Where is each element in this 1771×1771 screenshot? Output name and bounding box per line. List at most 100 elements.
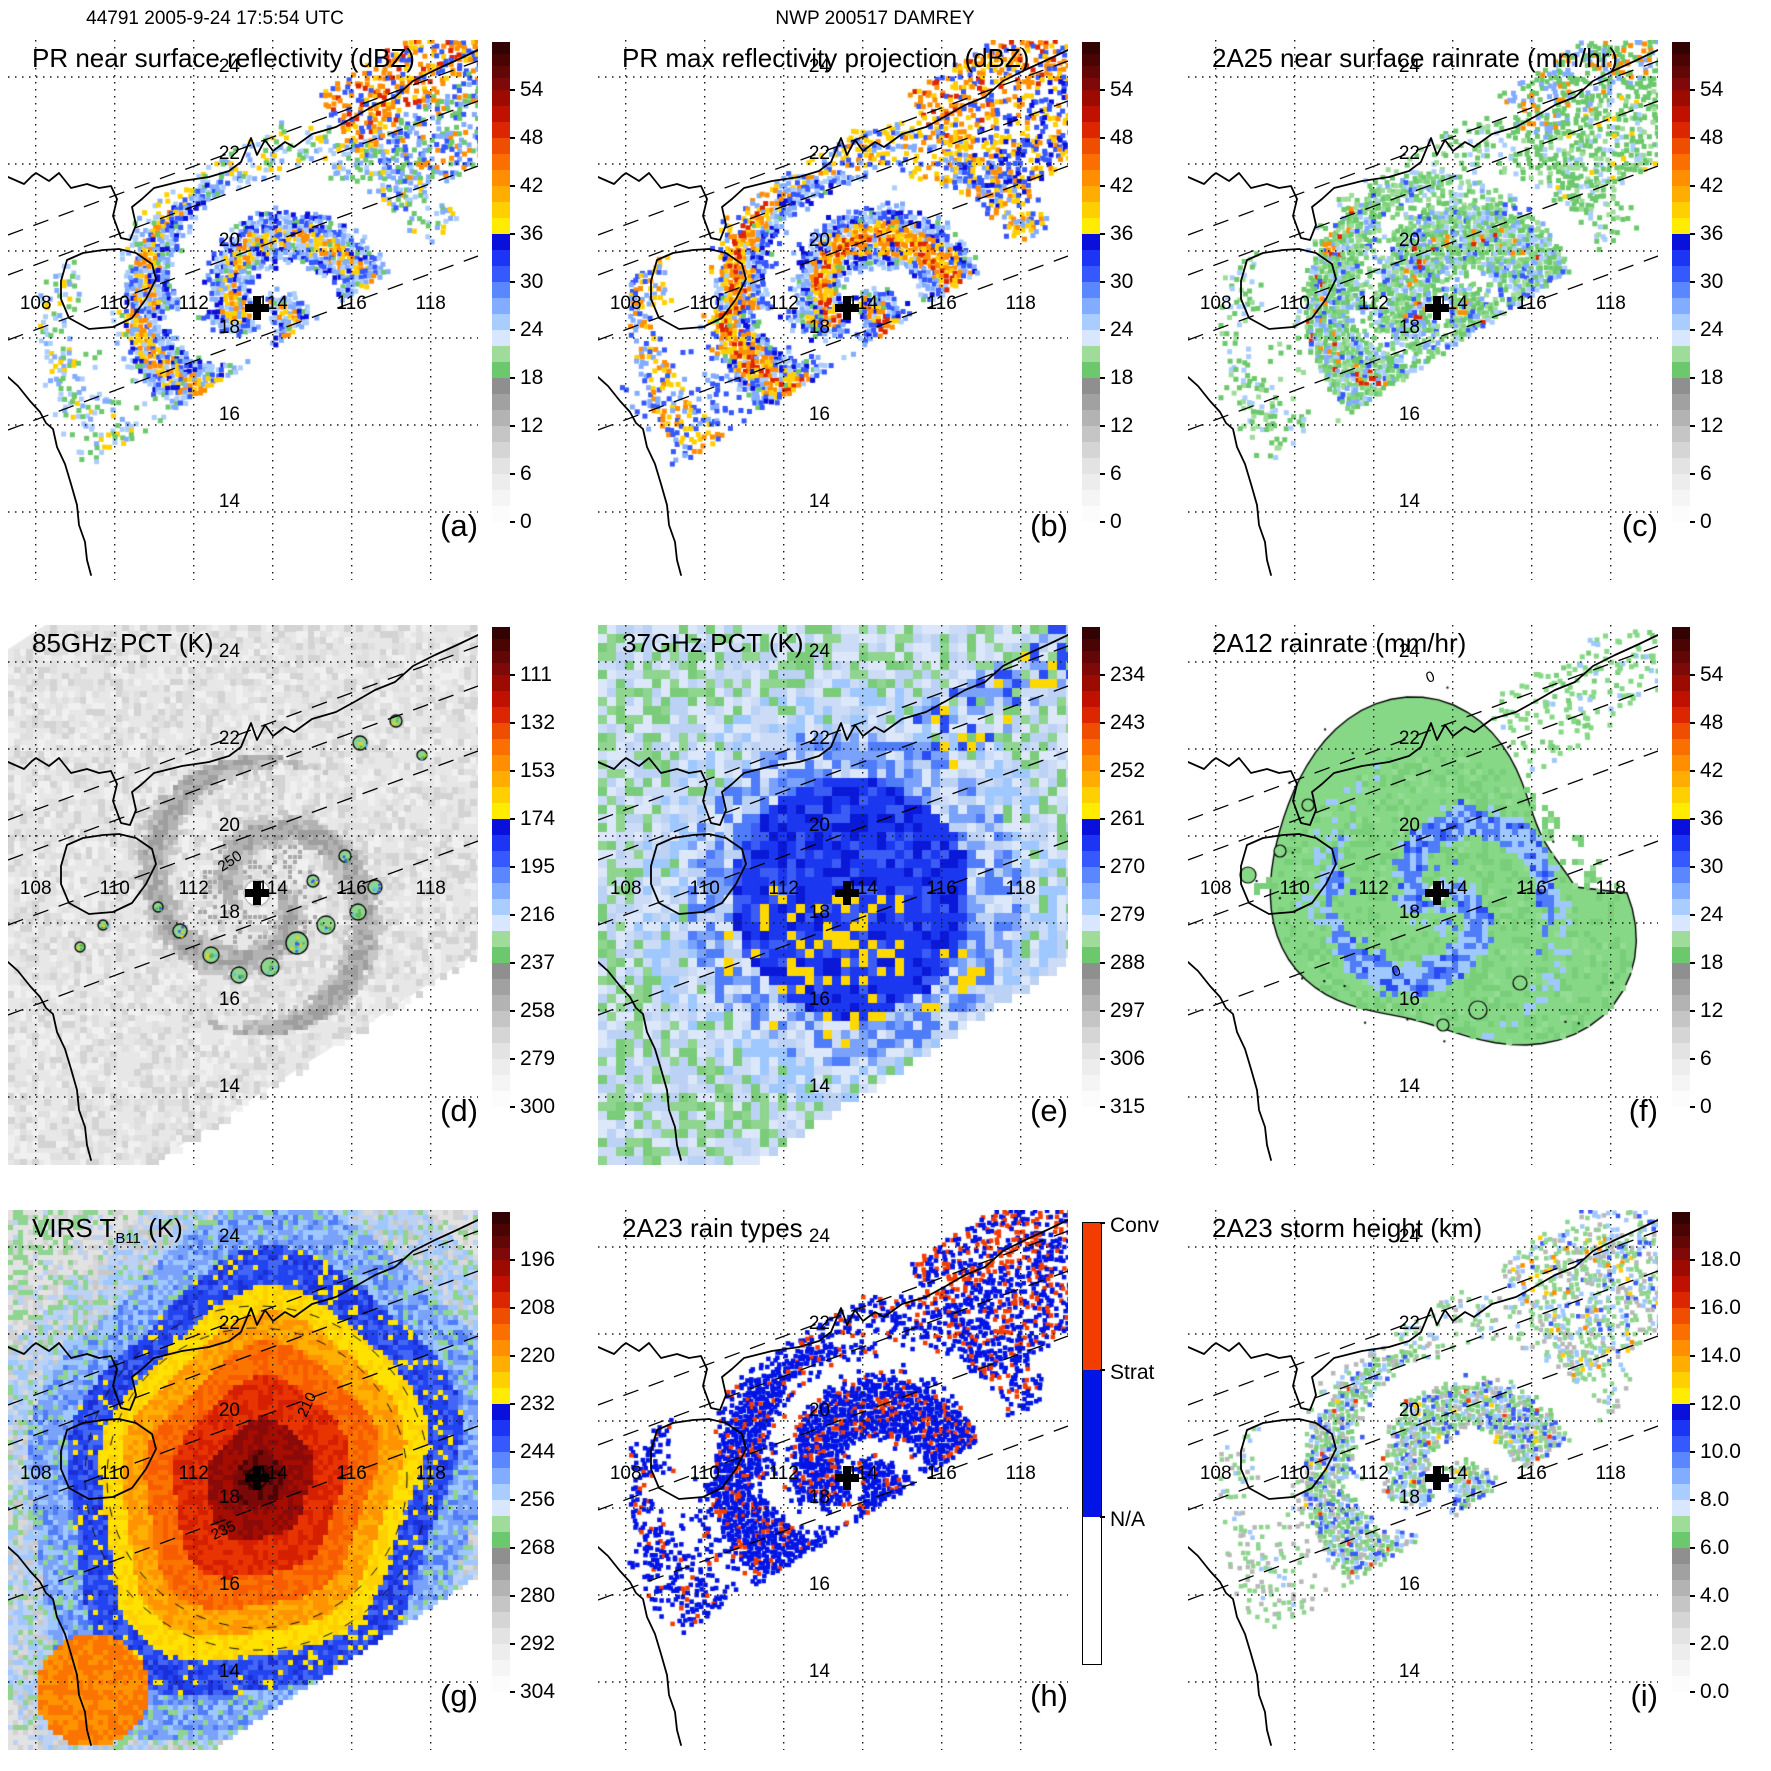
colorbar-segment <box>492 707 510 723</box>
colorbar-area-b: 54 48 42 36 30 24 18 12 6 0 <box>1082 42 1182 587</box>
colorbar-tickmark <box>1690 1643 1695 1645</box>
colorbar-segment <box>492 1091 510 1107</box>
colorbar-segment <box>1082 1043 1100 1059</box>
colorbar-segment <box>492 1276 510 1292</box>
colorbar-segment <box>1672 979 1690 995</box>
colorbar-segment <box>1672 1468 1690 1484</box>
colorbar-tmi_rain <box>1672 627 1690 1107</box>
colorbar-segment <box>1082 154 1100 170</box>
lon-label-118: 118 <box>1006 293 1036 314</box>
header-orbit-timestamp: 44791 2005-9-24 17:5:54 UTC <box>86 8 344 29</box>
colorbar-tickmark <box>510 1010 515 1012</box>
colorbar-tickmark <box>1100 185 1105 187</box>
colorbar-segment <box>1082 1027 1100 1043</box>
colorbar-tick-label: 6 <box>1700 1047 1712 1070</box>
colorbar-segment <box>1082 378 1100 394</box>
colorbar-tick-label: 261 <box>1110 807 1146 830</box>
colorbar-segment <box>492 298 510 314</box>
colorbar-tickmark <box>1100 137 1105 139</box>
colorbar-tick-label: 36 <box>1700 807 1724 830</box>
colorbar-tickmark <box>1690 1355 1695 1357</box>
colorbar-tickmark <box>1690 137 1695 139</box>
colorbar-segment <box>492 771 510 787</box>
colorbar-segment <box>1672 78 1690 90</box>
colorbar-segment <box>492 442 510 458</box>
colorbar-segment <box>492 1356 510 1372</box>
colorbar-tick-label: 42 <box>1110 174 1134 197</box>
contour-label-virs: 235 <box>209 1518 239 1544</box>
colorbar-segment <box>1672 234 1690 250</box>
swath-edge-line-2 <box>1188 1335 1658 1511</box>
lat-label-14: 14 <box>809 1661 831 1682</box>
colorbar-segment <box>1672 282 1690 298</box>
colorbar-segment <box>492 1548 510 1564</box>
colorbar-segment <box>1082 1011 1100 1027</box>
swath-edge-line-0 <box>8 645 478 821</box>
swath-edge-line-3 <box>1188 255 1658 431</box>
lat-label-22: 22 <box>1399 143 1420 164</box>
header-storm-name: NWP 200517 DAMREY <box>775 8 975 29</box>
lat-label-20: 20 <box>219 230 240 251</box>
colorbar-segment <box>1082 899 1100 915</box>
colorbar-segment <box>1672 899 1690 915</box>
colorbar-segment <box>492 1580 510 1596</box>
colorbar-tick-label: 48 <box>1110 126 1134 149</box>
colorbar-segment <box>492 1564 510 1580</box>
colorbar-segment <box>492 1043 510 1059</box>
lat-label-16: 16 <box>219 1574 240 1595</box>
colorbar-segment <box>1082 170 1100 186</box>
colorbar-tick-label: 244 <box>520 1440 556 1463</box>
colorbar-tickmark <box>1690 770 1695 772</box>
colorbar-segment <box>492 1436 510 1452</box>
lat-label-14: 14 <box>219 491 241 512</box>
colorbar-segment <box>1672 1324 1690 1340</box>
colorbar-segment <box>492 1212 510 1224</box>
colorbar-segment <box>1672 1059 1690 1075</box>
panel-title-g: VIRS TB11 (K) <box>32 1213 183 1247</box>
colorbar-segment <box>1672 54 1690 66</box>
lon-label-116: 116 <box>1517 878 1547 899</box>
colorbar-segment <box>1672 819 1690 835</box>
colorbar-segment <box>492 1236 510 1248</box>
colorbar-segment <box>492 1532 510 1548</box>
lon-label-112: 112 <box>179 293 209 314</box>
storm-center-marker <box>245 296 269 320</box>
lat-label-22: 22 <box>1399 1313 1420 1334</box>
lon-label-108: 108 <box>20 293 52 314</box>
contour-label-virs: 210 <box>294 1390 320 1420</box>
colorbar-segment <box>1672 122 1690 138</box>
colorbar-tick-label: 42 <box>520 174 544 197</box>
colorbar-area-a: 54 48 42 36 30 24 18 12 6 0 <box>492 42 592 587</box>
lat-label-18: 18 <box>219 317 240 338</box>
colorbar-segment <box>492 995 510 1011</box>
colorbar-segment <box>492 250 510 266</box>
colorbar-segment <box>1672 458 1690 474</box>
colorbar-segment <box>1082 883 1100 899</box>
colorbar-tick-label: 297 <box>1110 999 1146 1022</box>
lat-label-16: 16 <box>1399 404 1420 425</box>
swath-edge-line-1 <box>1188 1270 1658 1446</box>
colorbar-tickmark <box>1100 233 1105 235</box>
colorbar-segment <box>1082 298 1100 314</box>
lat-label-20: 20 <box>809 815 830 836</box>
panel-title-pre: VIRS T <box>32 1213 116 1243</box>
lon-label-108: 108 <box>20 1463 52 1484</box>
colorbar-tickmark <box>1690 914 1695 916</box>
colorbar-segment <box>492 202 510 218</box>
colorbar-segment <box>492 979 510 995</box>
colorbar-segment <box>1082 138 1100 154</box>
colorbar-segment <box>1672 106 1690 122</box>
colorbar-tick-label: 42 <box>1700 174 1724 197</box>
colorbar-segment <box>1672 442 1690 458</box>
colorbar-segment <box>492 803 510 819</box>
colorbar-segment <box>492 266 510 282</box>
contour-label-0: 0 <box>1424 668 1438 687</box>
storm-center-marker <box>245 1466 269 1490</box>
colorbar-tick-label: 36 <box>1700 222 1724 245</box>
colorbar-tickmark <box>510 329 515 331</box>
colorbar-segment <box>1672 1644 1690 1660</box>
colorbar-tick-label: 14.0 <box>1700 1344 1741 1367</box>
colorbar-segment <box>1672 651 1690 663</box>
swath-edge-line-3 <box>8 840 478 1016</box>
